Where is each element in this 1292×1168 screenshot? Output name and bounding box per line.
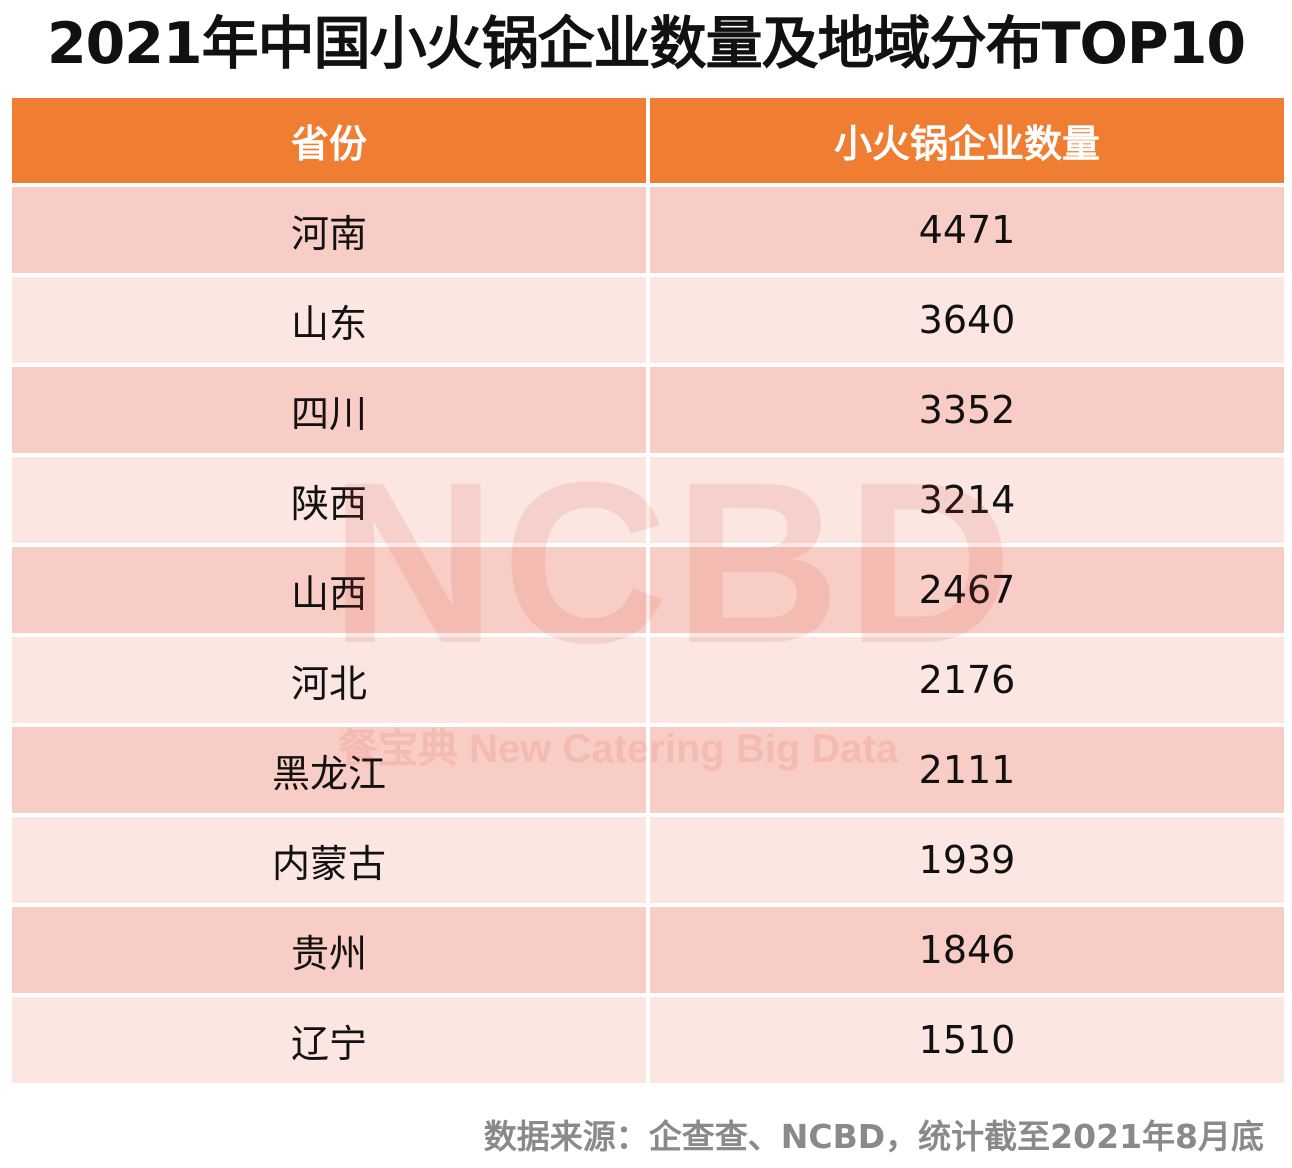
table-row: 内蒙古 1939 [12,817,1284,903]
province-cell: 河北 [12,637,646,723]
count-cell: 3214 [650,457,1284,543]
count-cell: 1846 [650,907,1284,993]
province-cell: 四川 [12,367,646,453]
province-cell: 辽宁 [12,997,646,1083]
table-row: 辽宁 1510 [12,997,1284,1083]
table-row: 山东 3640 [12,277,1284,363]
column-divider [646,457,650,543]
column-divider [646,367,650,453]
province-cell: 贵州 [12,907,646,993]
column-divider [646,187,650,273]
province-cell: 山西 [12,547,646,633]
column-divider [646,727,650,813]
data-source-note: 数据来源：企查查、NCBD，统计截至2021年8月底 [483,1117,1264,1156]
count-cell: 1939 [650,817,1284,903]
column-header-count: 小火锅企业数量 [650,98,1284,183]
table-header: 省份 小火锅企业数量 [12,98,1284,183]
column-divider [646,98,650,183]
count-cell: 4471 [650,187,1284,273]
column-divider [646,277,650,363]
column-divider [646,817,650,903]
count-cell: 3352 [650,367,1284,453]
column-header-province: 省份 [12,98,646,183]
table-row: 陕西 3214 [12,457,1284,543]
column-divider [646,547,650,633]
count-cell: 1510 [650,997,1284,1083]
province-cell: 内蒙古 [12,817,646,903]
column-divider [646,907,650,993]
table-row: 河南 4471 [12,187,1284,273]
table-row: 山西 2467 [12,547,1284,633]
province-cell: 黑龙江 [12,727,646,813]
table-row: 四川 3352 [12,367,1284,453]
table-row: 贵州 1846 [12,907,1284,993]
province-cell: 陕西 [12,457,646,543]
count-cell: 2176 [650,637,1284,723]
province-cell: 山东 [12,277,646,363]
count-cell: 3640 [650,277,1284,363]
count-cell: 2467 [650,547,1284,633]
column-divider [646,997,650,1083]
table-row: 河北 2176 [12,637,1284,723]
table-body: 河南 4471 山东 3640 四川 3352 陕西 3214 山西 2467 河北 2176 黑龙江 2… [12,187,1284,1087]
province-cell: 河南 [12,187,646,273]
chart-title: 2021年中国小火锅企业数量及地域分布TOP10 [46,11,1246,77]
table-row: 黑龙江 2111 [12,727,1284,813]
column-divider [646,637,650,723]
count-cell: 2111 [650,727,1284,813]
